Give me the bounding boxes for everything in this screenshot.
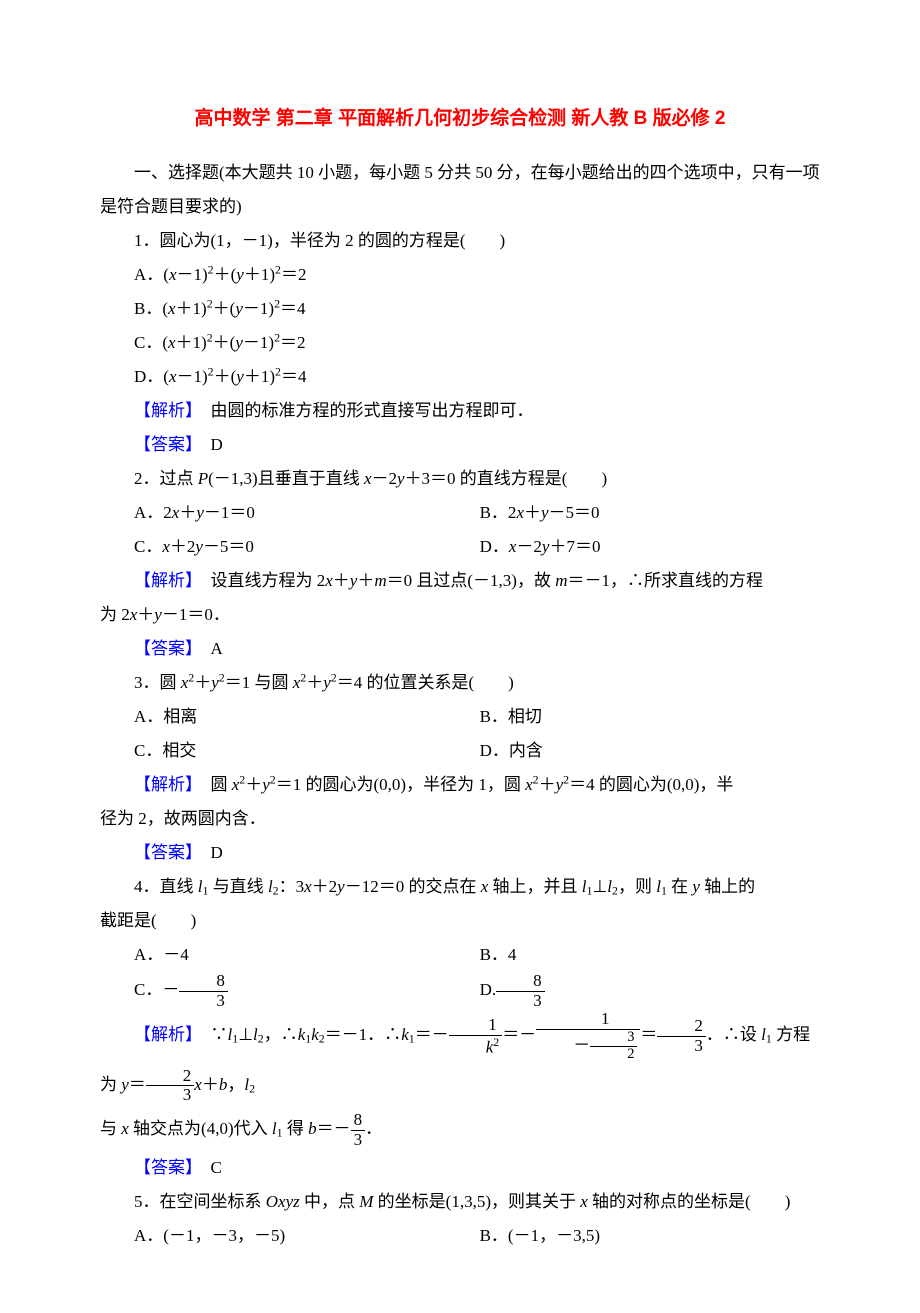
q1-explanation-text: 由圆的标准方程的形式直接写出方程即可． (194, 401, 534, 420)
answer-label: 【答案】 (134, 1158, 194, 1177)
q5-option-b: B．(－1，－3,5) (446, 1219, 820, 1253)
q4-stem: 4．直线 l1 与直线 l2：3x＋2y－12＝0 的交点在 x 轴上，并且 l… (100, 870, 820, 904)
q1-option-d: D．(x－1)2＋(y＋1)2＝4 (100, 360, 820, 394)
q1-option-b: B．(x＋1)2＋(y－1)2＝4 (100, 292, 820, 326)
explanation-label: 【解析】 (134, 775, 194, 794)
q3-option-d: D．内含 (446, 734, 820, 768)
answer-label: 【答案】 (134, 639, 194, 658)
q1-explanation: 【解析】 由圆的标准方程的形式直接写出方程即可． (100, 394, 820, 428)
q3-answer: 【答案】 D (100, 836, 820, 870)
q2-answer: 【答案】 A (100, 632, 820, 666)
q1-answer: 【答案】 D (100, 428, 820, 462)
explanation-label: 【解析】 (134, 571, 194, 590)
section-intro: 一、选择题(本大题共 10 小题，每小题 5 分共 50 分，在每小题给出的四个… (100, 156, 820, 224)
q2-option-b: B．2x＋y－5＝0 (446, 496, 820, 530)
page: 高中数学 第二章 平面解析几何初步综合检测 新人教 B 版必修 2 一、选择题(… (0, 0, 920, 1313)
q1-stem: 1．圆心为(1，－1)，半径为 2 的圆的方程是( ) (100, 224, 820, 258)
q5-options-row1: A．(－1，－3，－5) B．(－1，－3,5) (100, 1219, 820, 1253)
q4-c-prefix: C．－ (134, 980, 179, 999)
q4-option-a: A．－4 (100, 938, 446, 972)
q1-option-c: C．(x＋1)2＋(y－1)2＝2 (100, 326, 820, 360)
q2-options-row1: A．2x＋y－1＝0 B．2x＋y－5＝0 (100, 496, 820, 530)
document-title: 高中数学 第二章 平面解析几何初步综合检测 新人教 B 版必修 2 (100, 100, 820, 138)
q2-option-a: A．2x＋y－1＝0 (100, 496, 446, 530)
q4-answer: 【答案】 C (100, 1151, 820, 1185)
q3-answer-text: D (194, 843, 223, 862)
q3-stem: 3．圆 x2＋y2＝1 与圆 x2＋y2＝4 的位置关系是( ) (100, 666, 820, 700)
fraction: 83 (179, 972, 228, 1010)
fraction: 23 (146, 1067, 195, 1105)
q4-stem-cont: 截距是( ) (100, 904, 820, 938)
q4-answer-text: C (194, 1158, 222, 1177)
q4-option-c: C．－83 (100, 972, 446, 1010)
q4-explanation: 【解析】 ∵l1⊥l2，∴k1k2＝－1．∴k1＝－1k2＝－1－32＝23．∴… (100, 1010, 820, 1107)
q4-option-d: D.83 (446, 972, 820, 1010)
q2-explanation: 【解析】 设直线方程为 2x＋y＋m＝0 且过点(－1,3)，故 m＝－1，∴所… (100, 564, 820, 598)
q1-option-a: A．(x－1)2＋(y＋1)2＝2 (100, 258, 820, 292)
q2-stem: 2．过点 P(－1,3)且垂直于直线 x－2y＋3＝0 的直线方程是( ) (100, 462, 820, 496)
q4-options-row2: C．－83 D.83 (100, 972, 820, 1010)
q2-option-d: D．x－2y＋7＝0 (446, 530, 820, 564)
q4-explanation-cont: 与 x 轴交点为(4,0)代入 l1 得 b＝－83． (100, 1107, 820, 1151)
fraction: 83 (496, 972, 545, 1010)
q3-option-b: B．相切 (446, 700, 820, 734)
q4-option-b: B．4 (446, 938, 820, 972)
answer-label: 【答案】 (134, 435, 194, 454)
q3-option-a: A．相离 (100, 700, 446, 734)
fraction: 1k2 (449, 1016, 503, 1057)
answer-label: 【答案】 (134, 843, 194, 862)
q1-stem-text: 1．圆心为(1，－1)，半径为 2 的圆的方程是( ) (134, 231, 505, 250)
q5-option-a: A．(－1，－3，－5) (100, 1219, 446, 1253)
fraction: 23 (657, 1017, 706, 1055)
q3-explanation-cont: 径为 2，故两圆内含． (100, 802, 820, 836)
q4-d-prefix: D. (480, 980, 497, 999)
q2-answer-text: A (194, 639, 223, 658)
q2-options-row2: C．x＋2y－5＝0 D．x－2y＋7＝0 (100, 530, 820, 564)
q3-options-row2: C．相交 D．内含 (100, 734, 820, 768)
q1-answer-text: D (194, 435, 223, 454)
q3-explanation: 【解析】 圆 x2＋y2＝1 的圆心为(0,0)，半径为 1，圆 x2＋y2＝4… (100, 768, 820, 802)
q5-stem: 5．在空间坐标系 Oxyz 中，点 M 的坐标是(1,3,5)，则其关于 x 轴… (100, 1185, 820, 1219)
fraction: 83 (351, 1111, 366, 1149)
explanation-label: 【解析】 (134, 1026, 194, 1045)
q2-explanation-cont: 为 2x＋y－1＝0． (100, 598, 820, 632)
q4-options-row1: A．－4 B．4 (100, 938, 820, 972)
explanation-label: 【解析】 (134, 401, 194, 420)
q3-option-c: C．相交 (100, 734, 446, 768)
fraction: 32 (590, 1030, 637, 1063)
fraction: 1－32 (536, 1010, 640, 1062)
q2-option-c: C．x＋2y－5＝0 (100, 530, 446, 564)
q3-options-row1: A．相离 B．相切 (100, 700, 820, 734)
